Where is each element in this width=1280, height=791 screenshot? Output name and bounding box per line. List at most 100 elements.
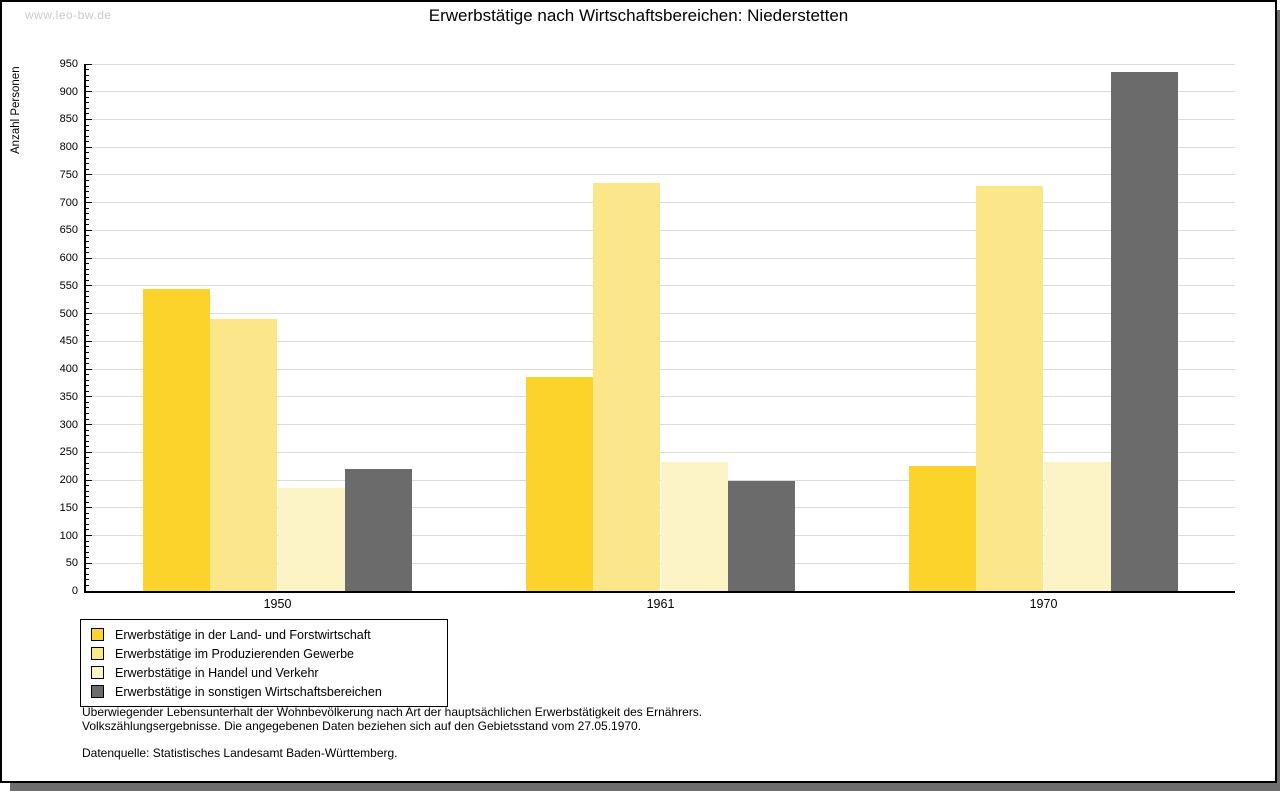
y-minor-tick	[86, 385, 89, 387]
y-tick-label-700: 700	[59, 196, 78, 209]
gridline-350	[86, 396, 1235, 398]
y-minor-tick	[86, 546, 89, 548]
legend-swatch-icon	[91, 666, 104, 679]
y-minor-tick	[86, 102, 89, 104]
y-minor-tick	[86, 518, 89, 520]
plot-area: 1950 1961 1970 0 50 100 150 200 250 300 350 400 450 5…	[60, 58, 1235, 611]
y-tick-label-850: 850	[59, 113, 78, 126]
y-tick-label-900: 900	[59, 85, 78, 98]
y-tick-label-50: 50	[65, 557, 78, 570]
y-major-tick	[86, 451, 92, 453]
gridline-300	[86, 424, 1235, 426]
gridline-450	[86, 340, 1235, 342]
y-tick-label-200: 200	[59, 474, 78, 487]
gridline-700	[86, 202, 1235, 204]
y-minor-tick	[86, 113, 89, 115]
bar-1950-series3	[277, 488, 345, 591]
y-major-tick	[86, 63, 92, 65]
y-major-tick	[86, 396, 92, 398]
bar-1950-series1	[143, 288, 211, 591]
y-major-tick	[86, 146, 92, 148]
y-minor-tick	[86, 329, 89, 331]
y-major-tick	[86, 174, 92, 176]
y-major-tick	[86, 562, 92, 564]
y-minor-tick	[86, 501, 89, 503]
legend-item: Erwerbstätige in sonstigen Wirtschaftsbe…	[91, 682, 447, 701]
y-minor-tick	[86, 573, 89, 575]
y-major-tick	[86, 313, 92, 315]
legend: Erwerbstätige in der Land- und Forstwirt…	[80, 619, 448, 707]
footnote-block: Überwiegender Lebensunterhalt der Wohnbe…	[82, 705, 1182, 760]
bar-1970-series1	[909, 466, 977, 591]
legend-item: Erwerbstätige in Handel und Verkehr	[91, 663, 447, 682]
y-minor-tick	[86, 390, 89, 392]
footnote-line-1: Überwiegender Lebensunterhalt der Wohnbe…	[82, 705, 703, 719]
y-minor-tick	[86, 568, 89, 570]
x-tick-label-1950: 1950	[263, 597, 292, 611]
y-major-tick	[86, 424, 92, 426]
gridline-750	[86, 174, 1235, 176]
gridline-250	[86, 451, 1235, 453]
legend-label: Erwerbstätige in der Land- und Forstwirt…	[115, 627, 371, 642]
y-minor-tick	[86, 363, 89, 365]
y-minor-tick	[86, 69, 89, 71]
y-minor-tick	[86, 196, 89, 198]
y-minor-tick	[86, 307, 89, 309]
y-minor-tick	[86, 324, 89, 326]
x-tick-label-1970: 1970	[1029, 597, 1058, 611]
y-minor-tick	[86, 263, 89, 265]
y-minor-tick	[86, 335, 89, 337]
y-minor-tick	[86, 318, 89, 320]
legend-item: Erwerbstätige in der Land- und Forstwirt…	[91, 625, 447, 644]
y-minor-tick	[86, 163, 89, 165]
y-minor-tick	[86, 523, 89, 525]
y-tick-label-350: 350	[59, 390, 78, 403]
chart-title: Erwerbstätige nach Wirtschaftsbereichen:…	[428, 6, 849, 25]
bar-1961-series3	[660, 462, 728, 591]
y-major-tick	[86, 285, 92, 287]
y-minor-tick	[86, 85, 89, 87]
y-minor-tick	[86, 462, 89, 464]
y-minor-tick	[86, 218, 89, 220]
y-major-tick	[86, 535, 92, 537]
x-tick-label-1961: 1961	[646, 597, 675, 611]
legend-swatch-icon	[91, 647, 104, 660]
legend-label: Erwerbstätige in Handel und Verkehr	[115, 665, 319, 680]
legend-label: Erwerbstätige in sonstigen Wirtschaftsbe…	[115, 684, 382, 699]
y-minor-tick	[86, 80, 89, 82]
y-tick-label-650: 650	[59, 224, 78, 237]
bar-1950-series4	[344, 468, 412, 591]
y-minor-tick	[86, 512, 89, 514]
y-major-tick	[86, 91, 92, 93]
y-tick-label-0: 0	[71, 585, 78, 597]
y-major-tick	[86, 340, 92, 342]
y-axis-title: Anzahl Personen	[10, 66, 22, 154]
y-minor-tick	[86, 407, 89, 409]
gridline-550	[86, 285, 1235, 287]
y-major-tick	[86, 479, 92, 481]
bar-1970-series3	[1043, 462, 1111, 591]
y-tick-label-450: 450	[59, 335, 78, 348]
y-minor-tick	[86, 130, 89, 132]
bar-1970-series4	[1110, 72, 1178, 591]
y-minor-tick	[86, 224, 89, 226]
y-minor-tick	[86, 141, 89, 143]
y-tick-label-600: 600	[59, 252, 78, 265]
y-minor-tick	[86, 529, 89, 531]
y-tick-label-500: 500	[59, 307, 78, 320]
legend-swatch-icon	[91, 628, 104, 641]
y-minor-tick	[86, 179, 89, 181]
y-minor-tick	[86, 274, 89, 276]
y-minor-tick	[86, 246, 89, 248]
y-tick-label-750: 750	[59, 168, 78, 181]
gridline-600	[86, 257, 1235, 259]
y-minor-tick	[86, 440, 89, 442]
legend-item: Erwerbstätige im Produzierenden Gewerbe	[91, 644, 447, 663]
y-major-tick	[86, 507, 92, 509]
y-tick-label-950: 950	[59, 58, 78, 70]
gridline-950	[86, 63, 1235, 65]
y-minor-tick	[86, 446, 89, 448]
y-minor-tick	[86, 74, 89, 76]
y-minor-tick	[86, 213, 89, 215]
